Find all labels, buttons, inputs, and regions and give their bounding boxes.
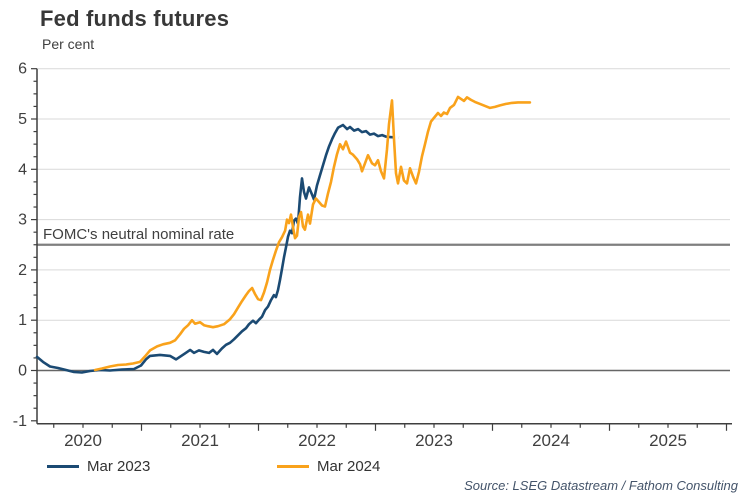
y-tick-label: 1	[18, 312, 27, 329]
x-tick-label: 2022	[298, 431, 336, 450]
legend-swatch-mar-2024	[277, 465, 309, 468]
y-tick-label: 5	[18, 111, 27, 128]
legend-label: Mar 2024	[317, 458, 381, 475]
legend-swatch-mar-2023	[47, 465, 79, 468]
series-line-mar-2023	[35, 123, 388, 374]
y-tick-label: 4	[18, 161, 27, 178]
source-credit: Source: LSEG Datastream / Fathom Consult…	[464, 478, 738, 493]
x-tick-label: 2020	[64, 431, 102, 450]
y-tick-label: -1	[13, 413, 27, 430]
x-tick-label: 2024	[532, 431, 570, 450]
x-tick-label: 2021	[181, 431, 219, 450]
y-tick-label: 0	[18, 363, 27, 380]
x-tick-label: 2023	[415, 431, 453, 450]
page-title: Fed funds futures	[40, 6, 230, 31]
series-line-mar-2024	[93, 95, 532, 372]
legend-label: Mar 2023	[87, 458, 151, 475]
y-tick-label: 2	[18, 262, 27, 279]
y-axis-unit-label: Per cent	[42, 36, 95, 52]
y-tick-label: 3	[18, 212, 27, 229]
x-tick-label: 2025	[649, 431, 687, 450]
neutral-rate-annotation: FOMC's neutral nominal rate	[43, 226, 234, 243]
y-tick-label: 6	[18, 61, 27, 78]
legend-item-mar-2024: Mar 2024	[277, 458, 380, 475]
legend-item-mar-2023: Mar 2023	[47, 458, 150, 475]
